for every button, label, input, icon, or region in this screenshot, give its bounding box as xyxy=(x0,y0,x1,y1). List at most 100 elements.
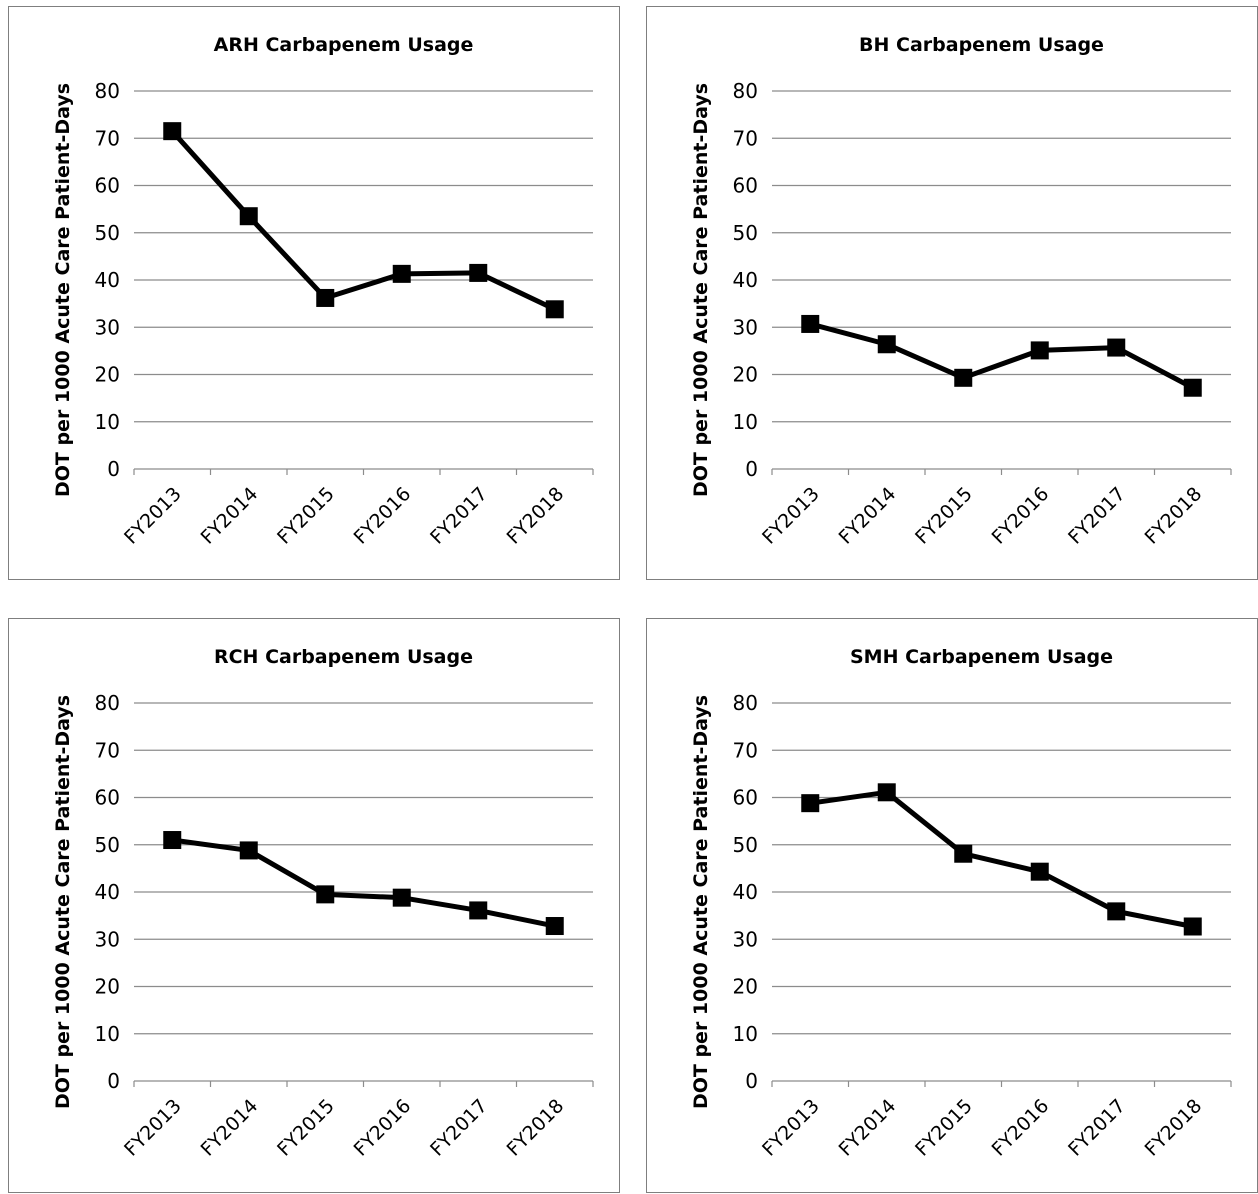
y-tick-label: 70 xyxy=(95,126,120,150)
x-tick-label: FY2018 xyxy=(1141,483,1207,549)
data-point-marker xyxy=(1030,862,1049,881)
data-point-marker xyxy=(954,844,973,863)
series-line xyxy=(809,321,1194,390)
data-point-marker xyxy=(239,841,258,860)
data-point-marker xyxy=(163,122,182,141)
y-tick-label: 0 xyxy=(107,1069,120,1093)
y-tick-label: 30 xyxy=(95,315,120,339)
x-tick-label: FY2016 xyxy=(988,483,1054,549)
data-point-marker xyxy=(545,917,564,936)
y-tick-label: 30 xyxy=(733,315,758,339)
series-line xyxy=(170,129,556,312)
data-point-marker xyxy=(316,288,335,307)
chart-title: ARH Carbapenem Usage xyxy=(214,34,474,56)
y-tick-label: 40 xyxy=(95,880,120,904)
chart-title: RCH Carbapenem Usage xyxy=(214,646,473,668)
x-tick-label: FY2014 xyxy=(835,483,901,549)
y-tick-label: 70 xyxy=(733,126,758,150)
x-tick-label: FY2017 xyxy=(1064,483,1130,549)
y-tick-label: 80 xyxy=(95,691,120,715)
data-point-marker xyxy=(469,263,488,282)
data-point-marker xyxy=(392,888,411,907)
y-tick-label: 10 xyxy=(95,410,120,434)
y-tick-label: 50 xyxy=(733,221,758,245)
x-tick-label: FY2014 xyxy=(197,1095,263,1161)
data-point-marker xyxy=(392,264,411,283)
data-point-marker xyxy=(877,335,896,354)
y-tick-label: 20 xyxy=(733,363,758,387)
y-axis-label: DOT per 1000 Acute Care Patient-Days xyxy=(52,83,74,497)
data-point-marker xyxy=(1107,902,1126,921)
chart-svg-arh: ARH Carbapenem Usage DOT per 1000 Acute C… xyxy=(52,34,594,549)
x-tick-label: FY2018 xyxy=(503,483,569,549)
data-point-marker xyxy=(469,901,488,920)
x-tick-label: FY2017 xyxy=(1064,1095,1130,1161)
data-point-marker xyxy=(316,885,335,904)
y-tick-label: 10 xyxy=(733,410,758,434)
y-tick-label: 20 xyxy=(95,975,120,999)
x-tick-label: FY2018 xyxy=(503,1095,569,1161)
chart-title: BH Carbapenem Usage xyxy=(859,34,1104,56)
x-tick-label: FY2013 xyxy=(120,483,186,549)
y-tick-label: 80 xyxy=(733,691,758,715)
x-tick-label: FY2014 xyxy=(197,483,263,549)
x-tick-label: FY2015 xyxy=(911,1095,977,1161)
y-tick-label: 50 xyxy=(95,833,120,857)
y-tick-label: 0 xyxy=(107,457,120,481)
x-tick-label: FY2015 xyxy=(273,483,339,549)
y-tick-label: 10 xyxy=(733,1022,758,1046)
x-tick-label: FY2016 xyxy=(350,1095,416,1161)
y-tick-label: 20 xyxy=(733,975,758,999)
y-tick-label: 10 xyxy=(95,1022,120,1046)
x-tick-label: FY2016 xyxy=(988,1095,1054,1161)
x-tick-label: FY2017 xyxy=(426,1095,492,1161)
y-tick-label: 50 xyxy=(733,833,758,857)
chart-panel-arh: ARH Carbapenem Usage DOT per 1000 Acute C… xyxy=(8,6,620,580)
data-point-marker xyxy=(877,783,896,802)
data-point-marker xyxy=(954,368,973,387)
data-point-marker xyxy=(239,207,258,226)
x-tick-label: FY2013 xyxy=(120,1095,186,1161)
y-tick-label: 40 xyxy=(733,880,758,904)
series-line xyxy=(171,837,556,929)
y-tick-label: 30 xyxy=(95,927,120,951)
chart-panel-rch: RCH Carbapenem Usage DOT per 1000 Acute C… xyxy=(8,618,620,1193)
x-tick-label: FY2013 xyxy=(758,1095,824,1161)
y-tick-label: 60 xyxy=(95,174,120,198)
y-tick-label: 40 xyxy=(95,268,120,292)
x-tick-label: FY2016 xyxy=(350,483,416,549)
y-tick-label: 70 xyxy=(733,738,758,762)
y-tick-label: 70 xyxy=(95,738,120,762)
y-tick-label: 40 xyxy=(733,268,758,292)
x-tick-label: FY2015 xyxy=(273,1095,339,1161)
y-tick-label: 30 xyxy=(733,927,758,951)
chart-panel-bh: BH Carbapenem Usage DOT per 1000 Acute Ca… xyxy=(646,6,1258,580)
chart-svg-smh: SMH Carbapenem Usage DOT per 1000 Acute C… xyxy=(690,646,1232,1161)
series-line xyxy=(809,789,1194,929)
data-point-marker xyxy=(1183,378,1202,397)
y-tick-label: 60 xyxy=(733,174,758,198)
chart-svg-rch: RCH Carbapenem Usage DOT per 1000 Acute C… xyxy=(52,646,594,1161)
x-tick-label: FY2015 xyxy=(911,483,977,549)
y-tick-label: 60 xyxy=(95,786,120,810)
y-tick-label: 80 xyxy=(733,79,758,103)
chart-title: SMH Carbapenem Usage xyxy=(850,646,1113,668)
y-tick-label: 20 xyxy=(95,363,120,387)
chart-svg-bh: BH Carbapenem Usage DOT per 1000 Acute Ca… xyxy=(690,34,1232,549)
y-axis-label: DOT per 1000 Acute Care Patient-Days xyxy=(690,83,712,497)
y-axis-label: DOT per 1000 Acute Care Patient-Days xyxy=(52,695,74,1109)
data-point-marker xyxy=(801,314,820,333)
y-tick-label: 80 xyxy=(95,79,120,103)
y-tick-label: 0 xyxy=(745,1069,758,1093)
x-tick-label: FY2014 xyxy=(835,1095,901,1161)
x-tick-label: FY2013 xyxy=(758,483,824,549)
y-tick-label: 0 xyxy=(745,457,758,481)
data-point-marker xyxy=(1183,917,1202,936)
data-point-marker xyxy=(545,300,564,319)
chart-panel-smh: SMH Carbapenem Usage DOT per 1000 Acute C… xyxy=(646,618,1258,1193)
x-tick-label: FY2017 xyxy=(426,483,492,549)
data-point-marker xyxy=(163,831,182,850)
y-axis-label: DOT per 1000 Acute Care Patient-Days xyxy=(690,695,712,1109)
x-tick-label: FY2018 xyxy=(1141,1095,1207,1161)
data-point-marker xyxy=(1030,341,1049,360)
